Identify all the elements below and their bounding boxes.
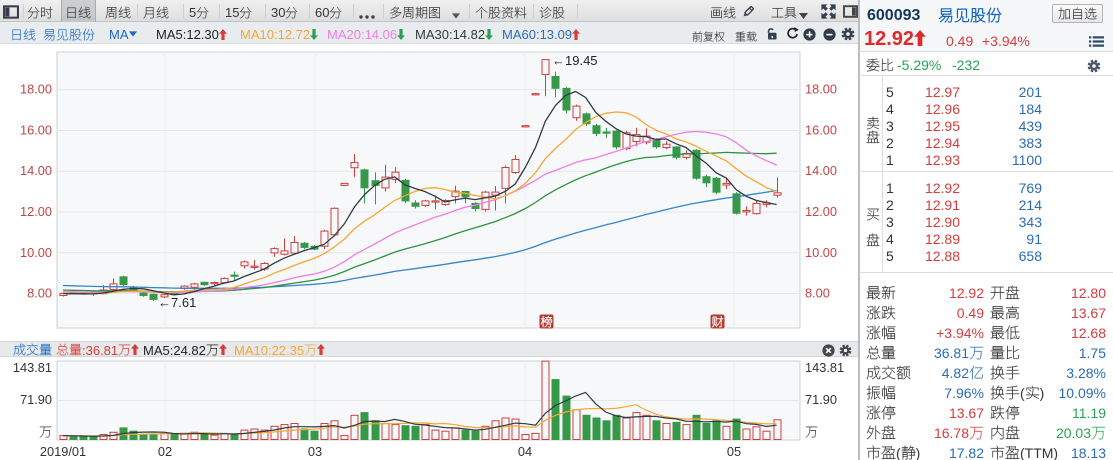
svg-text:2019/01: 2019/01 — [40, 444, 86, 459]
svg-text:14.00: 14.00 — [805, 163, 837, 178]
svg-text:12.00: 12.00 — [20, 204, 52, 219]
svg-text:03: 03 — [308, 444, 322, 459]
svg-text:10.00: 10.00 — [20, 245, 52, 260]
svg-text:71.90: 71.90 — [805, 392, 837, 407]
svg-text:←19.45: ←19.45 — [552, 53, 598, 68]
svg-text:8.00: 8.00 — [27, 286, 52, 301]
svg-text:18.00: 18.00 — [20, 82, 52, 97]
svg-text:16.00: 16.00 — [805, 123, 837, 138]
svg-text:8.00: 8.00 — [805, 286, 830, 301]
svg-text:02: 02 — [158, 444, 172, 459]
svg-text:14.00: 14.00 — [20, 163, 52, 178]
svg-text:05: 05 — [727, 444, 741, 459]
svg-text:18.00: 18.00 — [805, 82, 837, 97]
svg-text:143.81: 143.81 — [13, 360, 52, 375]
svg-text:←7.61: ←7.61 — [158, 295, 196, 310]
svg-text:143.81: 143.81 — [805, 360, 844, 375]
svg-text:04: 04 — [518, 444, 532, 459]
svg-text:71.90: 71.90 — [20, 392, 52, 407]
svg-text:12.00: 12.00 — [805, 204, 837, 219]
svg-text:10.00: 10.00 — [805, 245, 837, 260]
svg-text:16.00: 16.00 — [20, 123, 52, 138]
